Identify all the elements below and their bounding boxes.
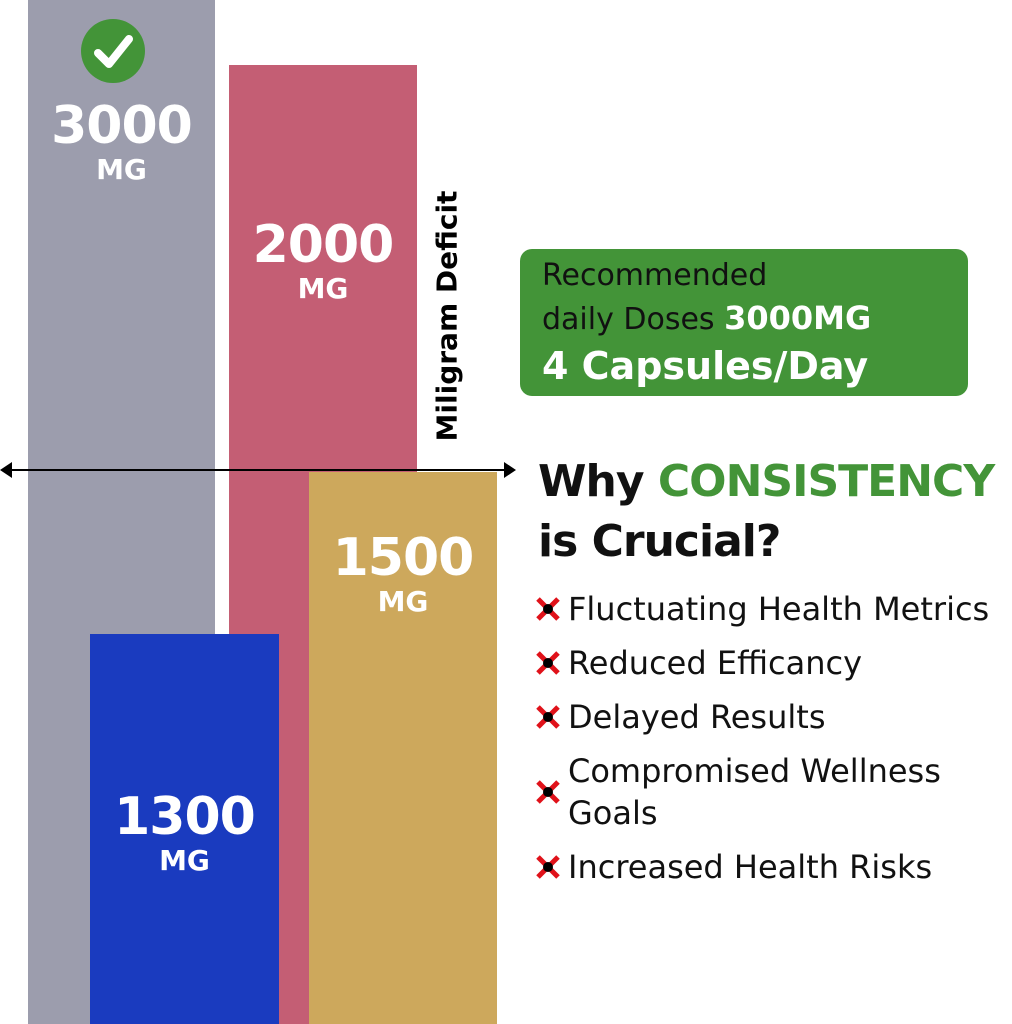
bar-1300mg: 1300 MG (90, 634, 279, 1024)
axis-label-deficit: Miligram Deficit (430, 190, 464, 442)
bar-value: 3000 (51, 96, 193, 156)
list-item-text: Fluctuating Health Metrics (568, 590, 990, 628)
list-item-text: Reduced Efficancy (568, 644, 863, 682)
x-mark-icon (536, 597, 560, 621)
bar-value: 1300 (114, 787, 256, 847)
list-item-text: Delayed Results (568, 698, 826, 736)
recommended-dose-box: Recommended daily Doses 3000MG 4 Capsule… (520, 249, 968, 396)
list-item: Fluctuating Health Metrics (535, 588, 1005, 630)
bar-value: 2000 (252, 215, 395, 275)
heading-prefix: Why (538, 456, 645, 507)
list-item-text: Compromised Wellness Goals (568, 752, 941, 832)
bar-unit: MG (377, 585, 429, 618)
x-mark-icon (536, 780, 560, 804)
x-mark-icon (536, 855, 560, 879)
bar-unit: MG (297, 272, 349, 305)
risk-list: Fluctuating Health Metrics Reduced Effic… (535, 588, 1005, 900)
bar-value: 1500 (332, 528, 475, 588)
heading-suffix: is Crucial? (538, 516, 781, 567)
daily-doses-text: daily Doses (542, 302, 715, 337)
list-item: Compromised Wellness Goals (535, 750, 1005, 834)
capsules-per-day: 4 Capsules/Day (542, 344, 869, 388)
recommended-line1: Recommended (542, 258, 768, 293)
x-mark-icon (536, 651, 560, 675)
dose-amount: 3000MG (724, 299, 872, 337)
check-icon (81, 19, 145, 83)
list-item: Delayed Results (535, 696, 1005, 738)
bar-unit: MG (96, 153, 147, 186)
list-item-text: Increased Health Risks (568, 848, 933, 886)
bar-1500mg: 1500 MG (309, 472, 497, 1024)
bar-unit: MG (159, 844, 210, 877)
x-mark-icon (536, 705, 560, 729)
section-heading: Why CONSISTENCY is Crucial? (538, 452, 995, 572)
list-item: Reduced Efficancy (535, 642, 1005, 684)
double-arrow-axis (0, 462, 516, 478)
list-item: Increased Health Risks (535, 846, 1005, 888)
heading-accent: CONSISTENCY (657, 456, 995, 507)
recommended-line2: daily Doses 3000MG (542, 297, 968, 341)
